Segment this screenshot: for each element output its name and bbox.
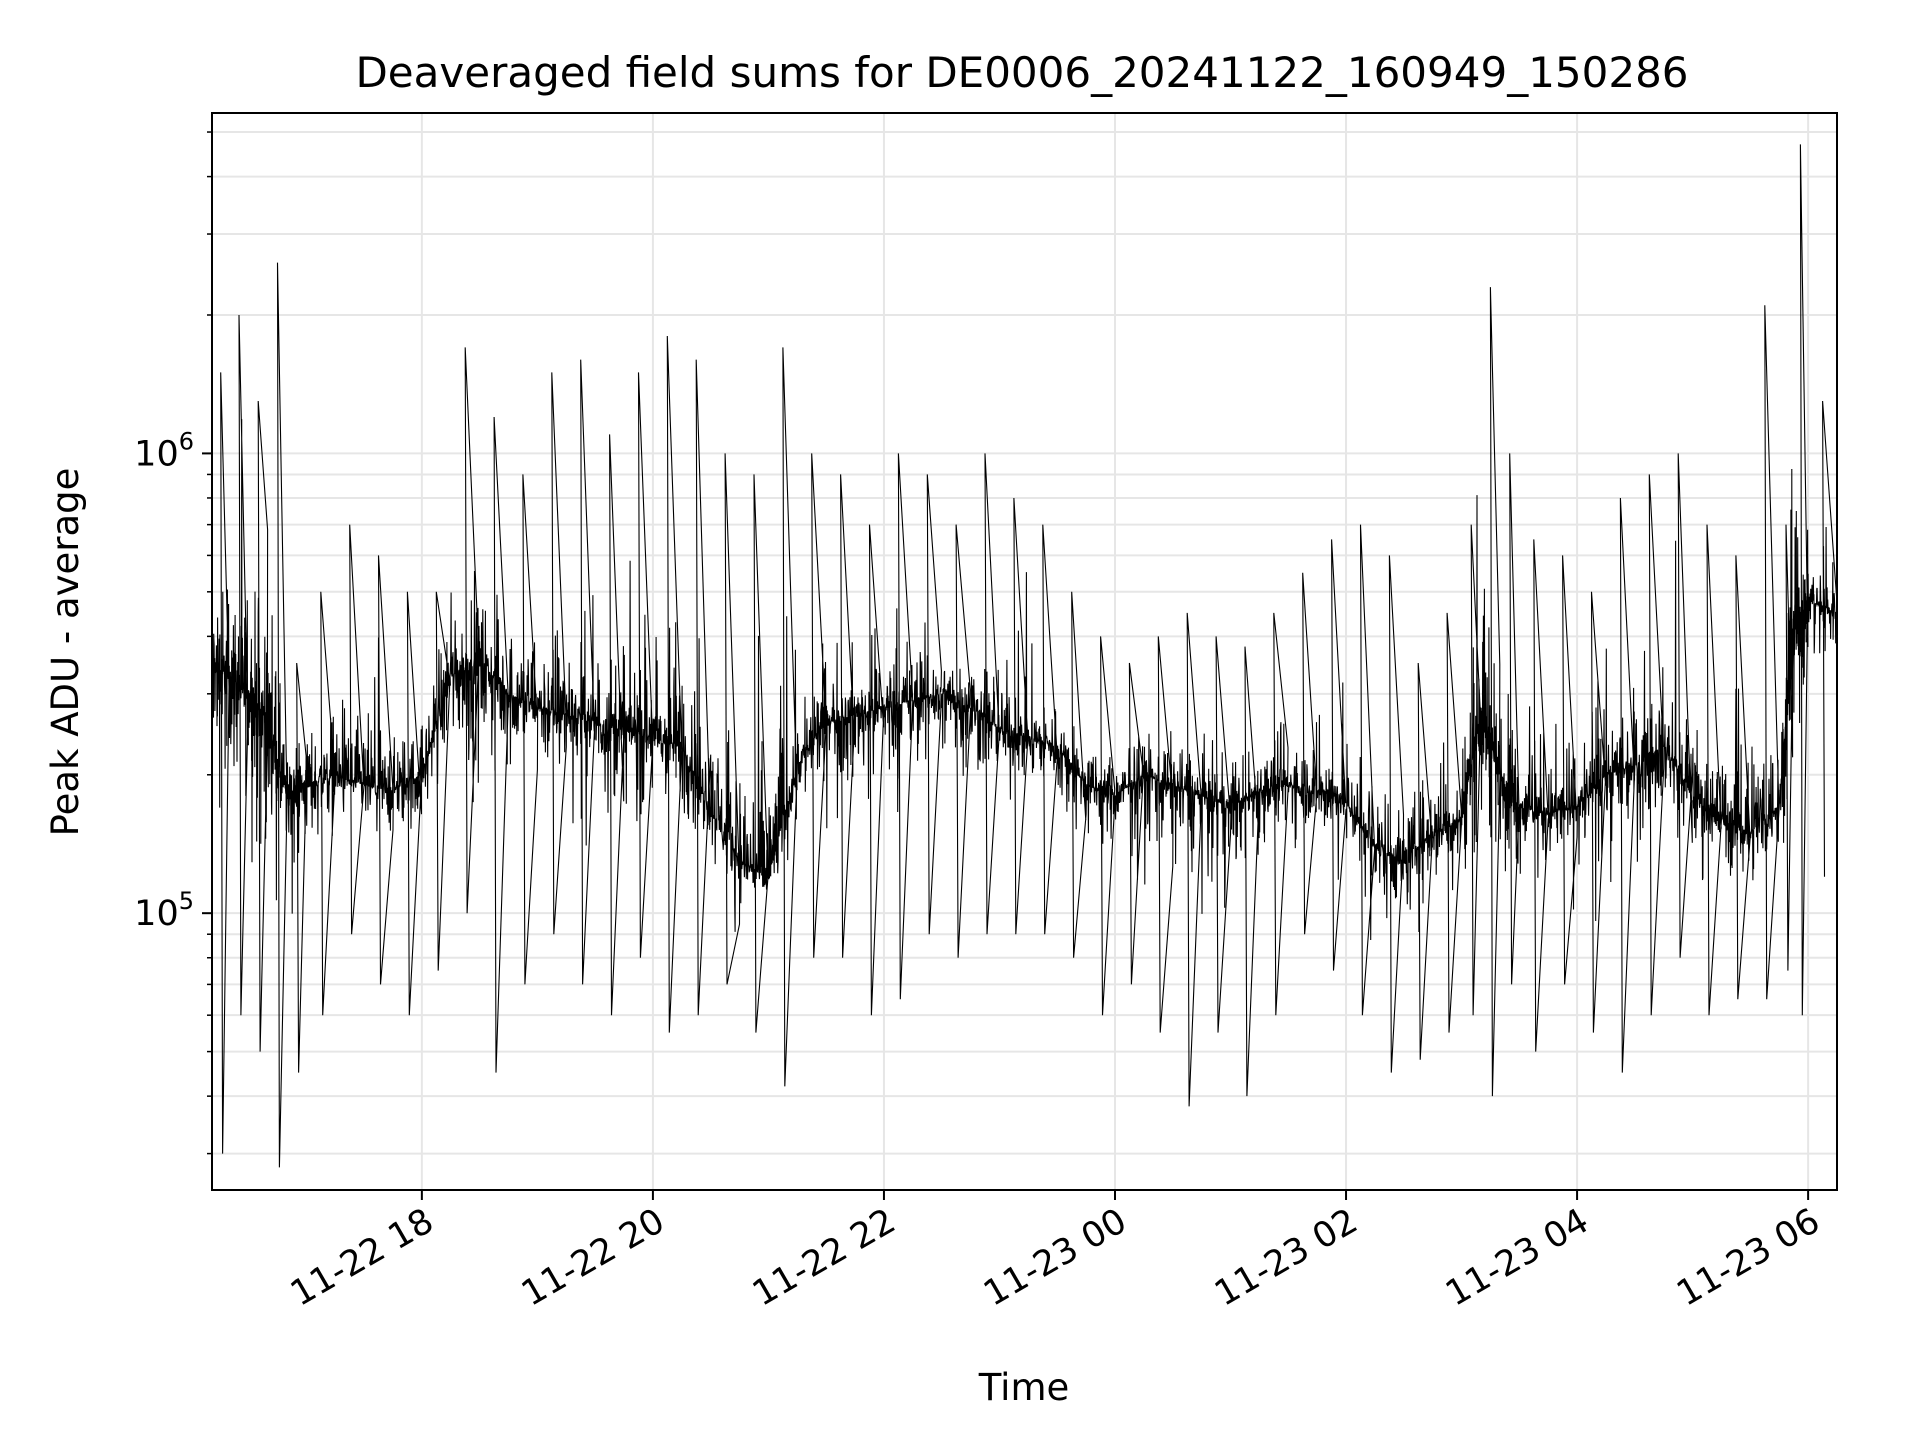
chart-title: Deaveraged field sums for DE0006_2024112… [355, 48, 1688, 97]
y-tick-label: 105 [134, 887, 194, 934]
y-axis-label: Peak ADU - average [44, 468, 87, 837]
plot-area [211, 144, 1838, 1168]
plot-frame [211, 112, 1838, 1191]
y-axis: 105 106 [134, 131, 212, 1155]
y-tick-label: 106 [134, 427, 194, 474]
x-axis-label: Time [978, 1366, 1070, 1409]
series-line [211, 144, 1838, 1168]
